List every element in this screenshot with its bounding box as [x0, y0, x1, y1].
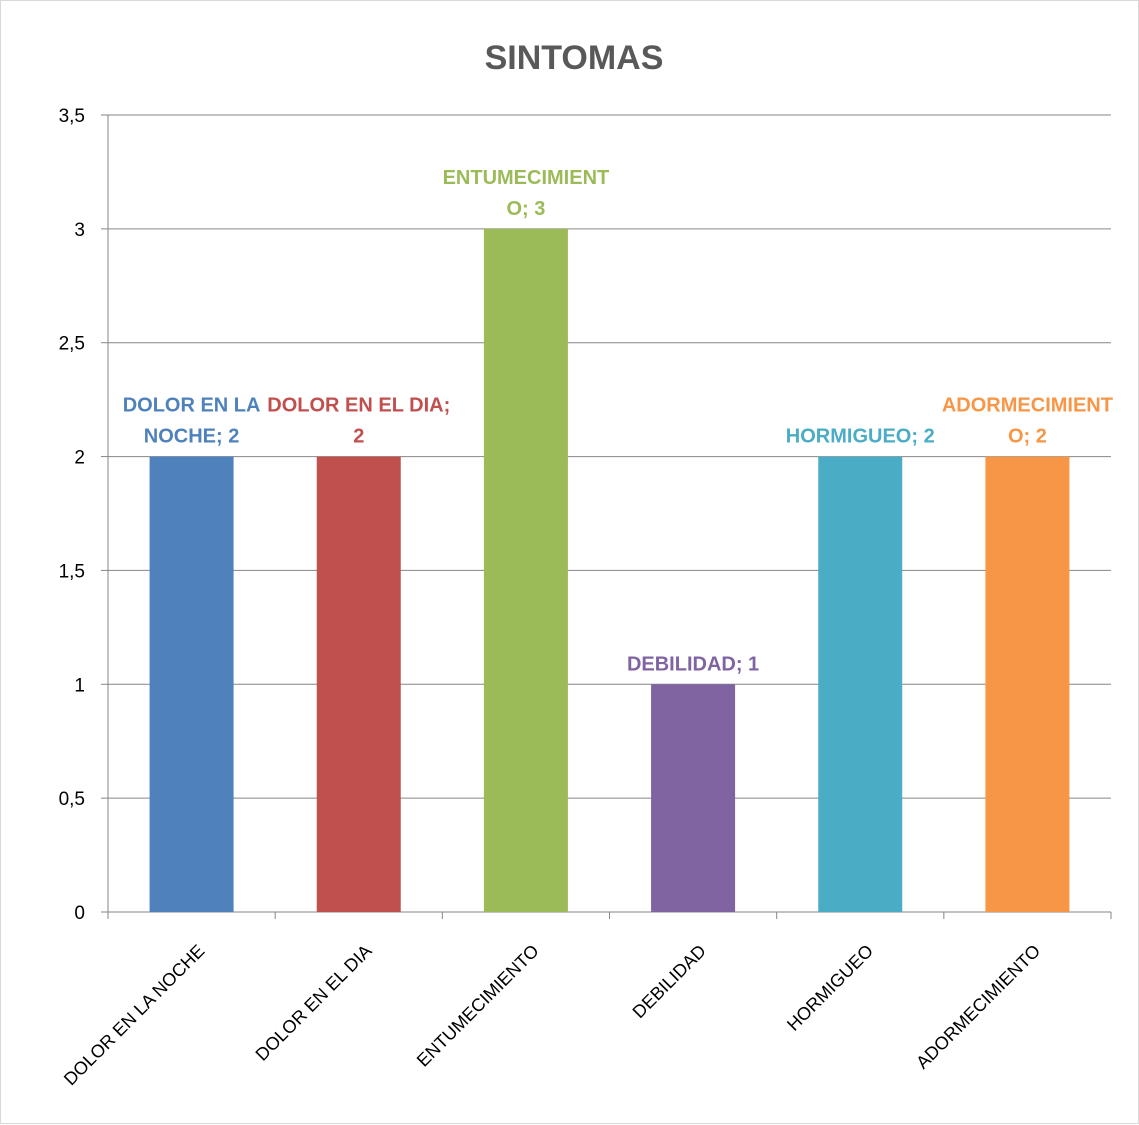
data-label: HORMIGUEO; 2: [786, 426, 935, 448]
bar: [483, 228, 568, 912]
y-tick-label: 3: [74, 220, 85, 241]
axes: [101, 114, 1112, 919]
x-tick-label: DEBILIDAD: [629, 941, 710, 1022]
bar: [651, 684, 736, 912]
x-tick-label: HORMIGUEO: [783, 941, 877, 1035]
y-tick-label: 2: [74, 448, 85, 469]
data-label: DOLOR EN EL DIA; 2: [267, 395, 450, 448]
bars: [149, 228, 1070, 912]
data-label: ENTUMECIMIENT O; 3: [443, 167, 610, 220]
y-tick-label: 1,5: [59, 561, 85, 582]
bar: [149, 456, 234, 912]
y-tick-labels: 0 0,5 1 1,5 2 2,5 3 3,5: [59, 106, 85, 924]
gridlines: [108, 114, 1111, 799]
x-tick-label: DOLOR EN LA NOCHE: [60, 941, 209, 1090]
x-tick-labels: DOLOR EN LA NOCHE DOLOR EN EL DIA ENTUMECI…: [60, 941, 1044, 1090]
data-label: DOLOR EN LA NOCHE; 2: [123, 395, 261, 448]
x-tick-label: ADORMECIMIENTO: [912, 941, 1044, 1073]
chart-title: SINTOMAS: [485, 39, 664, 77]
bar: [316, 456, 401, 912]
bar: [985, 456, 1070, 912]
y-tick-label: 1: [74, 675, 85, 696]
data-label: ADORMECIMIENT O; 2: [942, 395, 1113, 448]
x-tick-label: DOLOR EN EL DIA: [252, 941, 376, 1065]
data-label: DEBILIDAD; 1: [627, 653, 759, 675]
bar: [818, 456, 903, 912]
y-tick-label: 0: [74, 903, 85, 924]
x-tick-label: ENTUMECIMIENTO: [413, 941, 543, 1071]
y-tick-label: 2,5: [59, 334, 85, 355]
y-tick-label: 0,5: [59, 789, 85, 810]
y-tick-label: 3,5: [59, 106, 85, 127]
